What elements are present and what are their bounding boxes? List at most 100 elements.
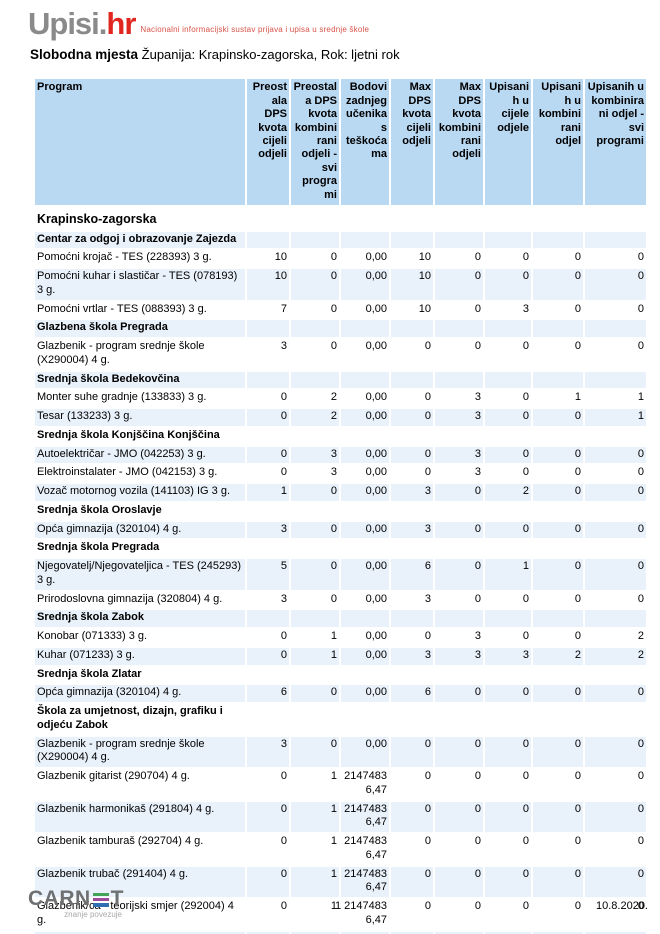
name-cell: Srednja škola Bedekovčina	[35, 371, 245, 389]
value-cell: 0	[247, 866, 289, 898]
value-cell: 1	[291, 647, 339, 665]
value-cell	[291, 371, 339, 389]
school-heading-row: Centar za odgoj i obrazovanje Zajezda	[35, 231, 646, 249]
value-cell: 0,00	[341, 484, 389, 501]
value-cell: 10	[247, 250, 289, 268]
name-cell: Škola za umjetnost, dizajn, grafiku i od…	[35, 704, 245, 735]
value-cell: 0	[435, 769, 483, 800]
value-cell: 0	[533, 446, 583, 464]
value-cell: 0,00	[341, 647, 389, 665]
value-cell: 1	[585, 409, 646, 426]
value-cell: 0	[585, 339, 646, 370]
value-cell: 3	[435, 647, 483, 665]
name-cell: Opća gimnazija (320104) 4 g.	[35, 521, 245, 539]
name-cell: Glazbenik trubač (291404) 4 g.	[35, 866, 245, 898]
table-row: Autoelektričar - JMO (042253) 3 g. 0 3 0,00…	[35, 446, 646, 464]
table-row: Vozač motornog vozila (141103) IG 3 g. 1 0…	[35, 484, 646, 501]
value-cell: 0	[485, 769, 531, 800]
value-cell: 0,00	[341, 465, 389, 483]
name-cell: Glazbenik/ca - teorijski smjer (292004) …	[35, 899, 245, 930]
value-cell: 0	[585, 801, 646, 833]
carnet-bar-blue	[92, 903, 109, 907]
value-cell	[435, 320, 483, 338]
value-cell: 21474836,47	[341, 834, 389, 865]
value-cell	[435, 610, 483, 628]
value-cell: 0	[391, 899, 433, 930]
value-cell: 0	[291, 339, 339, 370]
value-cell: 3	[247, 736, 289, 768]
value-cell: 0,00	[341, 736, 389, 768]
value-cell: 0	[533, 521, 583, 539]
value-cell: 1	[291, 899, 339, 930]
name-cell: Glazbenik - program srednje škole (X2900…	[35, 736, 245, 768]
value-cell	[341, 666, 389, 684]
value-cell: 0	[485, 834, 531, 865]
value-cell	[533, 540, 583, 558]
column-header-program: Program	[35, 79, 245, 206]
value-cell: 0	[435, 931, 483, 934]
name-cell: Srednja škola Zabok	[35, 610, 245, 628]
value-cell	[485, 610, 531, 628]
value-cell: 3	[291, 446, 339, 464]
value-cell	[391, 207, 433, 230]
value-cell: 0	[533, 591, 583, 609]
value-cell: 10	[391, 301, 433, 319]
upisi-logo-text: Upisi.hr	[28, 8, 136, 39]
value-cell: 0	[291, 685, 339, 703]
value-cell: 0	[291, 484, 339, 501]
value-cell: 0	[485, 390, 531, 408]
value-cell: 0	[585, 834, 646, 865]
value-cell: 0	[585, 769, 646, 800]
value-cell	[247, 666, 289, 684]
value-cell: 0	[391, 736, 433, 768]
value-cell: 0,00	[341, 446, 389, 464]
value-cell: 0	[585, 301, 646, 319]
table-row: Konobar (071333) 3 g. 0 1 0,00 0 3 0 0 2	[35, 629, 646, 646]
value-cell: 1	[291, 629, 339, 646]
value-cell	[391, 704, 433, 735]
value-cell: 0	[291, 269, 339, 300]
report-table-body: Krapinsko-zagorska Centar za odgoj i obra…	[35, 207, 646, 934]
carnet-logo-e-bars-icon	[92, 892, 109, 907]
value-cell: 0	[391, 931, 433, 934]
value-cell: 0	[291, 559, 339, 590]
name-cell: Glazbenik tamburaš (292704) 4 g.	[35, 834, 245, 865]
value-cell: 3	[435, 465, 483, 483]
value-cell: 0	[485, 801, 531, 833]
carnet-logo-text: CARN T	[28, 888, 124, 909]
name-cell: Monter suhe gradnje (133833) 3 g.	[35, 390, 245, 408]
table-row: Pomoćni vrtlar - TES (088393) 3 g. 7 0 0,00…	[35, 301, 646, 319]
value-cell	[533, 704, 583, 735]
value-cell: 1	[247, 484, 289, 501]
value-cell: 21474836,47	[341, 899, 389, 930]
value-cell: 2	[291, 390, 339, 408]
page-title-rest: Županija: Krapinsko-zagorska, Rok: ljetn…	[138, 47, 400, 63]
value-cell	[247, 231, 289, 249]
value-cell: 3	[435, 446, 483, 464]
value-cell	[533, 371, 583, 389]
school-heading-row: Škola za umjetnost, dizajn, grafiku i od…	[35, 704, 646, 735]
table-row: Glazbenik trubač (291404) 4 g. 0 1 21474836…	[35, 866, 646, 898]
school-heading-row: Srednja škola Konjščina Konjščina	[35, 427, 646, 445]
school-heading-row: Srednja škola Zabok	[35, 610, 646, 628]
value-cell: 0	[435, 250, 483, 268]
value-cell	[247, 540, 289, 558]
column-header-preostala-dps-kombinirani: Preostala DPS kvota kombinirani odjeli -…	[291, 79, 339, 206]
value-cell: 0	[533, 484, 583, 501]
table-row: Glazbenik tamburaš (292704) 4 g. 0 1 214748…	[35, 834, 646, 865]
name-cell: Glazbenik - program srednje škole (X2900…	[35, 339, 245, 370]
value-cell	[341, 704, 389, 735]
school-heading-row: Srednja škola Pregrada	[35, 540, 646, 558]
value-cell: 0	[485, 736, 531, 768]
value-cell	[585, 320, 646, 338]
value-cell: 0,00	[341, 629, 389, 646]
value-cell	[435, 704, 483, 735]
value-cell: 3	[485, 647, 531, 665]
value-cell: 0	[435, 484, 483, 501]
value-cell	[585, 502, 646, 520]
value-cell	[585, 540, 646, 558]
value-cell: 0	[391, 769, 433, 800]
column-header-bodovi-zadnjeg: Bodovi zadnjeg učenika s teškoćama	[341, 79, 389, 206]
value-cell: 3	[247, 591, 289, 609]
value-cell	[585, 704, 646, 735]
